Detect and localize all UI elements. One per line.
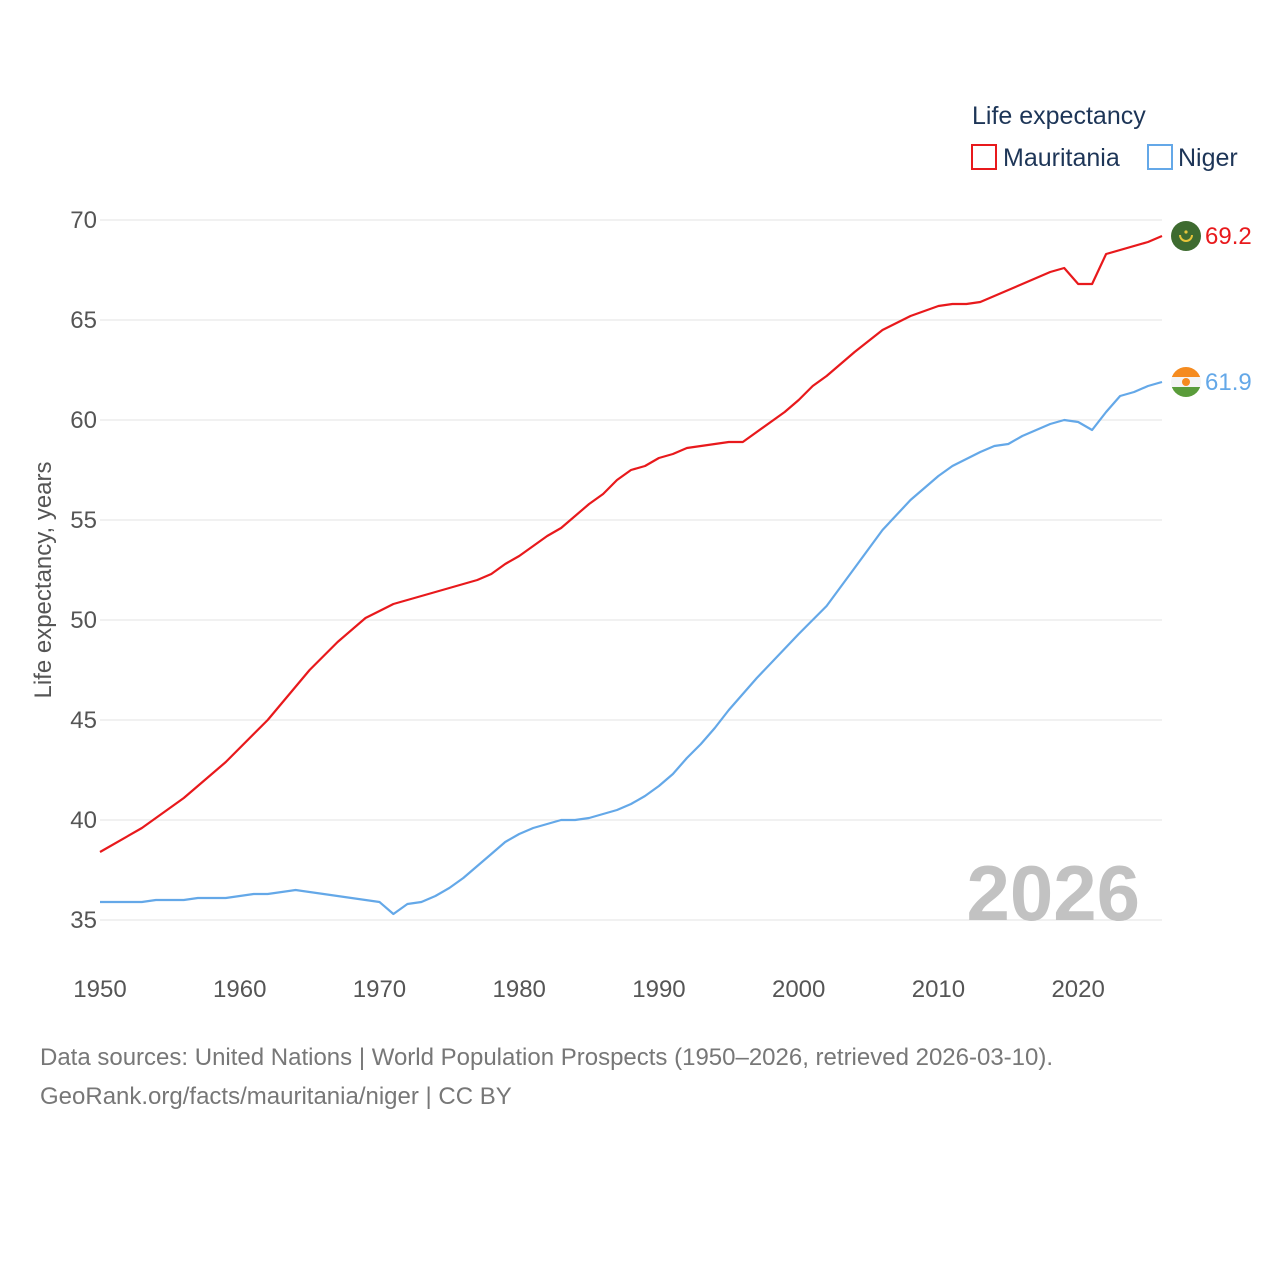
- y-tick-label: 45: [70, 707, 97, 734]
- y-tick-label: 35: [70, 907, 97, 934]
- niger-flag-icon: [1171, 367, 1201, 397]
- y-tick-label: 50: [70, 607, 97, 634]
- x-tick-label: 1980: [493, 976, 546, 1003]
- legend-label-niger: Niger: [1178, 144, 1238, 172]
- x-tick-label: 1950: [73, 976, 126, 1003]
- legend-swatch-niger: [1147, 144, 1173, 170]
- legend-label-mauritania: Mauritania: [1003, 144, 1120, 172]
- y-tick-label: 55: [70, 507, 97, 534]
- legend-swatch-mauritania: [971, 144, 997, 170]
- legend-item-niger[interactable]: Niger: [1147, 144, 1238, 172]
- source-line-2: GeoRank.org/facts/mauritania/niger | CC …: [40, 1083, 512, 1110]
- x-tick-label: 2000: [772, 976, 825, 1003]
- source-line-1: Data sources: United Nations | World Pop…: [40, 1044, 1054, 1071]
- x-tick-label: 1960: [213, 976, 266, 1003]
- y-tick-label: 65: [70, 307, 97, 334]
- legend-title: Life expectancy: [972, 102, 1146, 130]
- y-tick-label: 40: [70, 807, 97, 834]
- end-value-label-mauritania: 69.2: [1205, 223, 1252, 250]
- y-axis-label: Life expectancy, years: [30, 461, 57, 698]
- gridlines: [100, 219, 1162, 921]
- x-tick-label: 2020: [1051, 976, 1104, 1003]
- y-tick-label: 70: [70, 207, 97, 234]
- legend-item-mauritania[interactable]: Mauritania: [971, 144, 1120, 172]
- series-line-mauritania: [99, 234, 1163, 853]
- series-end-markers: 69.2 61.9: [1171, 221, 1252, 397]
- y-axis-ticks: 35 40 45 50 55 60 65 70: [70, 207, 97, 934]
- life-expectancy-chart: 35 40 45 50 55 60 65 70 1950 1960 1970 1980 1990 200…: [30, 102, 1252, 1003]
- end-value-label-niger: 61.9: [1205, 369, 1252, 396]
- x-tick-label: 1990: [632, 976, 685, 1003]
- y-tick-label: 60: [70, 407, 97, 434]
- x-tick-label: 1970: [353, 976, 406, 1003]
- x-axis-ticks: 1950 1960 1970 1980 1990 2000 2010 2020: [73, 976, 1105, 1003]
- legend: Life expectancy Mauritania Niger: [971, 102, 1238, 172]
- series-line-niger: [100, 380, 1163, 916]
- x-tick-label: 2010: [912, 976, 965, 1003]
- year-label: 2026: [966, 849, 1140, 937]
- mauritania-flag-icon: [1171, 221, 1201, 251]
- series-lines: [99, 234, 1163, 916]
